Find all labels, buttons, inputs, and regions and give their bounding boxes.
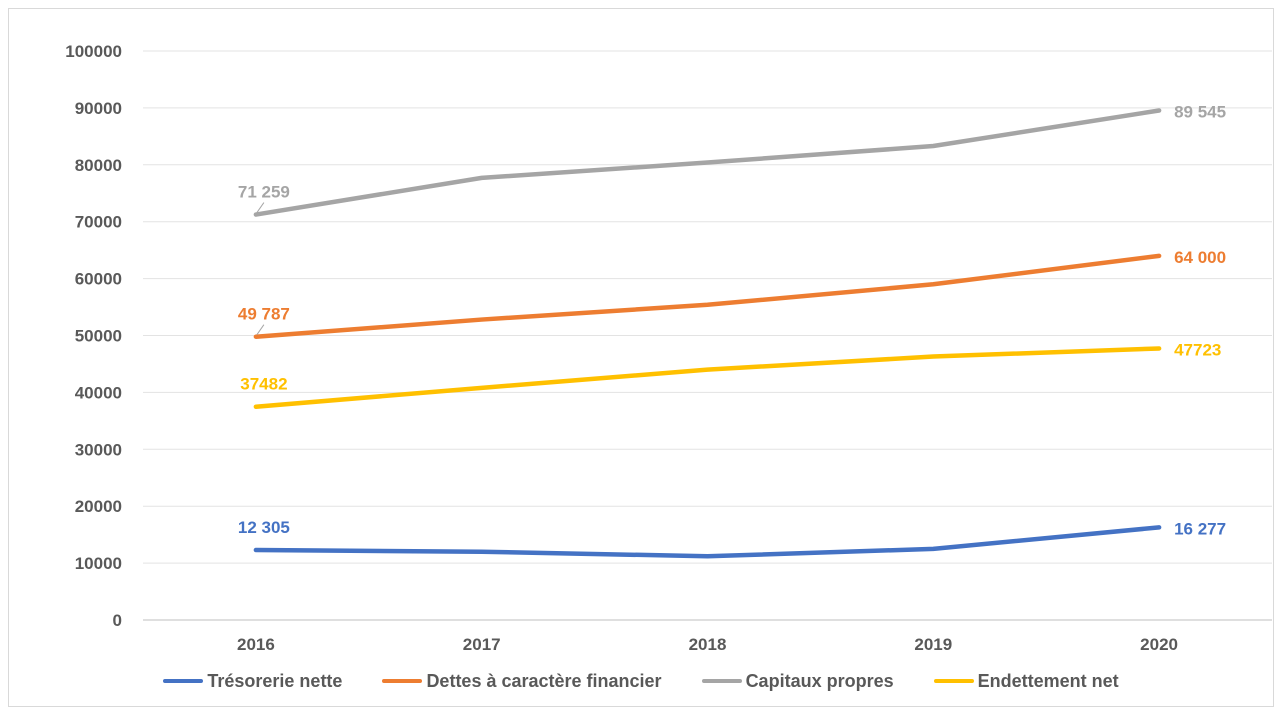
y-tick-label: 50000 <box>75 327 122 346</box>
y-tick-label: 30000 <box>75 440 122 459</box>
y-tick-label: 20000 <box>75 497 122 516</box>
legend-label: Trésorerie nette <box>207 670 343 691</box>
x-tick-label: 2016 <box>237 635 275 654</box>
y-tick-label: 0 <box>113 611 122 630</box>
y-tick-label: 80000 <box>75 156 122 175</box>
legend-label: Endettement net <box>977 670 1119 691</box>
leader-line <box>256 324 265 335</box>
legend-swatch <box>382 679 423 683</box>
data-label: 64 000 <box>1174 248 1226 267</box>
legend-item: Endettement net <box>933 670 1119 692</box>
y-tick-label: 90000 <box>75 99 122 118</box>
leader-line <box>256 202 265 213</box>
x-tick-label: 2020 <box>1140 635 1178 654</box>
y-tick-label: 100000 <box>65 42 122 61</box>
y-tick-label: 10000 <box>75 554 122 573</box>
series-line <box>253 253 1162 339</box>
data-label: 16 277 <box>1174 519 1226 538</box>
data-label: 49 787 <box>238 305 290 324</box>
x-tick-label: 2017 <box>463 635 501 654</box>
legend-label: Dettes à caractère financier <box>426 670 662 691</box>
series-line <box>253 346 1162 409</box>
data-label: 89 545 <box>1174 102 1226 121</box>
y-tick-label: 60000 <box>75 270 122 289</box>
legend-swatch <box>933 679 974 683</box>
data-label: 47723 <box>1174 340 1221 359</box>
y-tick-label: 70000 <box>75 213 122 232</box>
data-label: 37482 <box>240 375 287 394</box>
legend-label: Capitaux propres <box>745 670 894 691</box>
legend-item: Trésorerie nette <box>163 671 342 692</box>
legend-swatch <box>701 679 742 683</box>
data-label: 71 259 <box>238 183 290 202</box>
x-tick-label: 2019 <box>914 635 952 654</box>
legend-swatch <box>163 679 204 683</box>
legend-item: Dettes à caractère financier <box>382 670 662 692</box>
data-label: 12 305 <box>238 518 290 537</box>
y-tick-label: 40000 <box>75 383 122 402</box>
series-line <box>253 525 1162 559</box>
chart-legend: Trésorerie nette Dettes à caractère finan… <box>0 666 1282 696</box>
legend-item: Capitaux propres <box>701 670 894 692</box>
x-tick-label: 2018 <box>689 635 727 654</box>
